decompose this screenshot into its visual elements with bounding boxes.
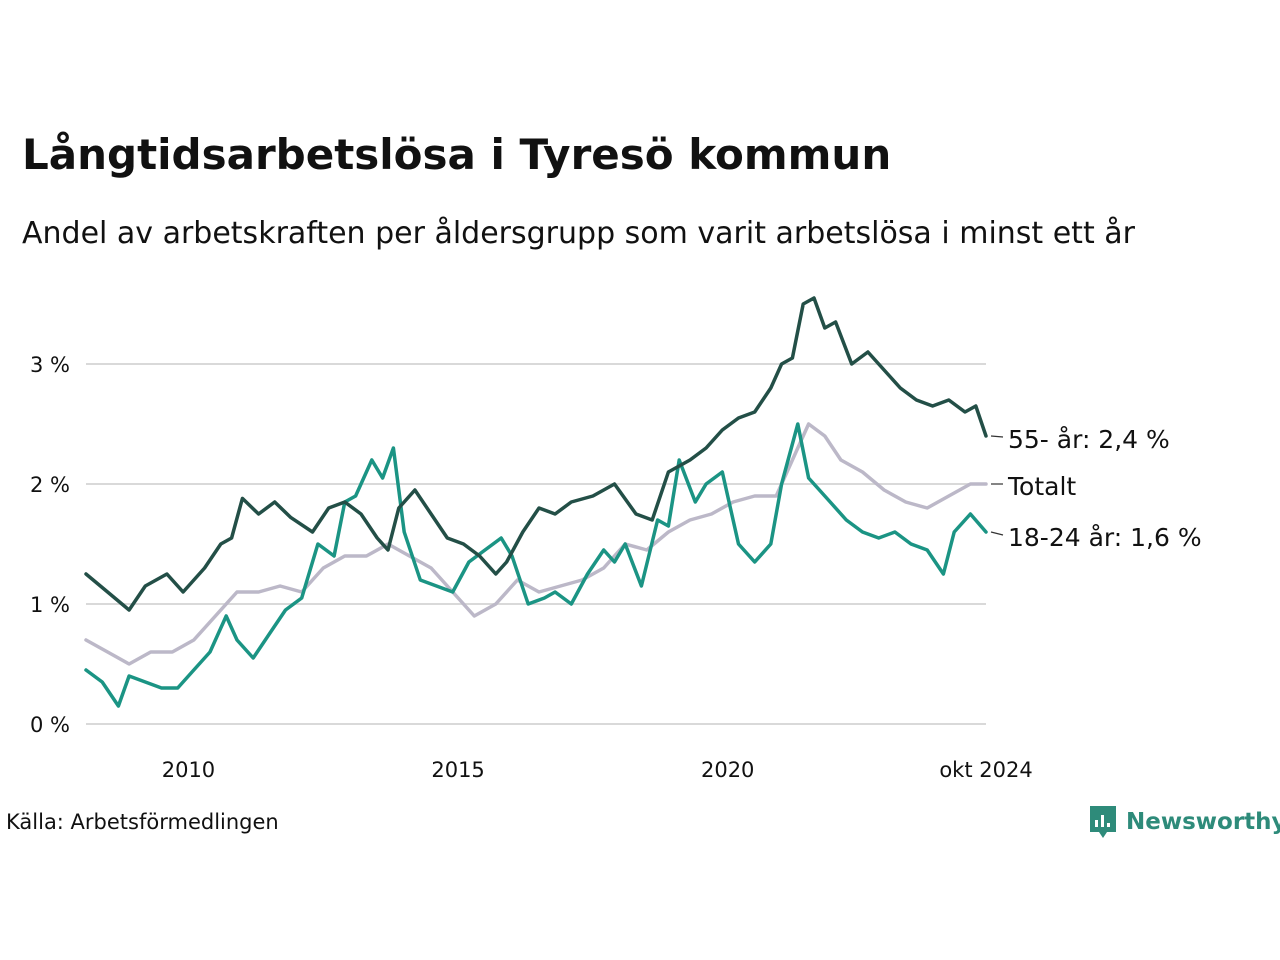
series-end-label: 18-24 år: 1,6 %: [1008, 523, 1202, 552]
label-leader: [990, 531, 1004, 536]
x-tick-labels: 2010 2015 2020 okt 2024: [162, 758, 1033, 782]
newsworthy-logo: Newsworthy: [1088, 802, 1280, 842]
y-tick-label: 1 %: [30, 593, 70, 617]
series-line-55-r: [84, 296, 988, 612]
y-tick-labels: 0 % 1 % 2 % 3 %: [30, 353, 70, 737]
y-tick-label: 2 %: [30, 473, 70, 497]
series-lines: [84, 296, 988, 708]
x-tick-label: okt 2024: [939, 758, 1032, 782]
brand-name: Newsworthy: [1126, 809, 1280, 835]
y-tick-label: 0 %: [30, 713, 70, 737]
x-tick-label: 2020: [701, 758, 754, 782]
page-subtitle: Andel av arbetskraften per åldersgrupp s…: [22, 216, 1135, 251]
series-end-label: Totalt: [1007, 472, 1076, 501]
label-leader: [990, 435, 1004, 438]
series-end-labels: 55- år: 2,4 % Totalt 18-24 år: 1,6 %: [990, 425, 1202, 552]
series-end-label: 55- år: 2,4 %: [1008, 425, 1170, 454]
series-line-totalt: [84, 422, 988, 666]
newsworthy-logo-icon: [1090, 806, 1116, 838]
series-line-18-24-r: [84, 422, 988, 708]
x-tick-label: 2015: [431, 758, 484, 782]
grid-layer: [86, 363, 986, 725]
y-tick-label: 3 %: [30, 353, 70, 377]
source-note: Källa: Arbetsförmedlingen: [6, 810, 279, 834]
page-title: Långtidsarbetslösa i Tyresö kommun: [22, 130, 892, 179]
x-tick-label: 2010: [162, 758, 215, 782]
